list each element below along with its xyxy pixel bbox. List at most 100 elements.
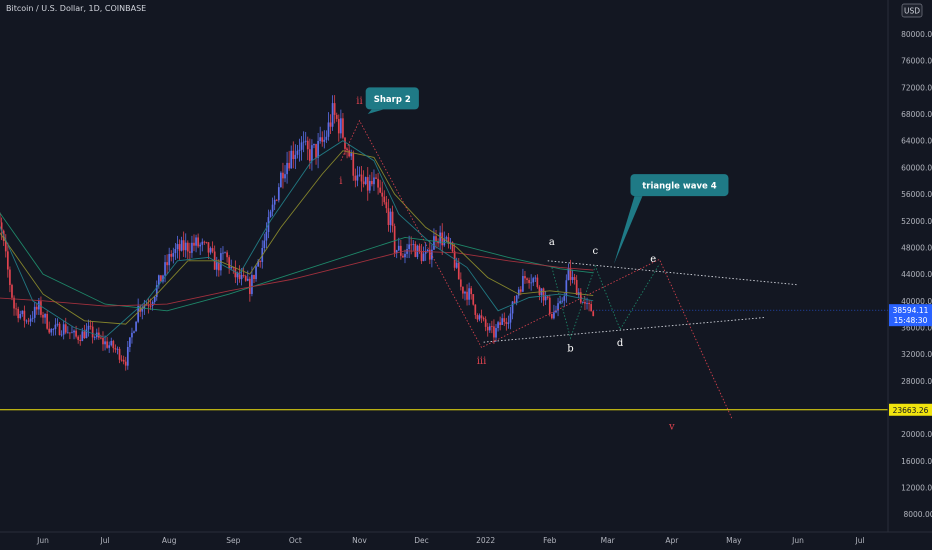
y-tick-label: 68000.00 bbox=[901, 110, 932, 119]
support-price-value: 23663.26 bbox=[893, 406, 929, 415]
candle-body bbox=[422, 253, 425, 262]
candle-body bbox=[590, 304, 593, 312]
candle-body bbox=[459, 279, 462, 287]
candle-body bbox=[282, 172, 284, 179]
candle-body bbox=[124, 361, 127, 366]
candle-body bbox=[476, 314, 479, 320]
candle-body bbox=[517, 289, 520, 296]
candle-body bbox=[410, 244, 413, 246]
candle-body bbox=[319, 137, 322, 142]
candle-body bbox=[296, 150, 299, 155]
candle-body bbox=[509, 313, 512, 323]
candle-body bbox=[317, 141, 319, 158]
candle-body bbox=[344, 137, 346, 149]
candle-body bbox=[6, 251, 9, 270]
candle-body bbox=[246, 278, 249, 281]
candle-body bbox=[511, 301, 514, 314]
candle-body bbox=[151, 301, 154, 306]
candle-body bbox=[433, 236, 435, 250]
y-tick-label: 80000.00 bbox=[901, 30, 932, 39]
y-tick-label: 72000.00 bbox=[901, 83, 932, 92]
candle-body bbox=[110, 340, 113, 346]
candle-body bbox=[431, 249, 433, 260]
candle-body bbox=[21, 310, 24, 315]
candle-body bbox=[4, 240, 7, 252]
x-tick-label: Nov bbox=[352, 536, 367, 545]
candle-body bbox=[60, 334, 63, 336]
y-tick-label: 36000.00 bbox=[901, 323, 932, 332]
countdown-timer: 15:48:30 bbox=[894, 316, 928, 325]
candle-body bbox=[143, 305, 146, 309]
candle-body bbox=[182, 240, 185, 251]
candle-body bbox=[147, 304, 150, 306]
candle-body bbox=[180, 240, 183, 251]
candle-body bbox=[331, 103, 334, 127]
candle-body bbox=[526, 278, 528, 281]
candle-body bbox=[48, 328, 51, 333]
candle-body bbox=[499, 322, 501, 325]
x-tick-label: Feb bbox=[543, 536, 557, 545]
candle-body bbox=[482, 317, 485, 320]
candle-body bbox=[91, 326, 94, 338]
candle-body bbox=[294, 154, 297, 160]
candle-body bbox=[122, 359, 125, 362]
candle-body bbox=[329, 122, 332, 127]
candle-body bbox=[406, 249, 408, 254]
candle-body bbox=[515, 295, 518, 303]
candle-body bbox=[579, 292, 582, 303]
candle-body bbox=[137, 305, 140, 322]
candle-body bbox=[133, 331, 135, 333]
candle-body bbox=[557, 303, 559, 311]
candle-body bbox=[104, 341, 106, 345]
y-tick-label: 12000.00 bbox=[901, 484, 932, 493]
candle-body bbox=[364, 177, 367, 185]
x-tick-label: Aug bbox=[162, 536, 177, 545]
candle-body bbox=[174, 249, 177, 254]
candle-body bbox=[493, 326, 495, 338]
moving-average-line bbox=[0, 250, 594, 307]
candle-body bbox=[327, 122, 330, 137]
candle-body bbox=[168, 254, 171, 266]
y-tick-label: 44000.00 bbox=[901, 270, 932, 279]
wave-label: i bbox=[339, 176, 342, 187]
candle-body bbox=[56, 323, 59, 325]
candle-body bbox=[354, 175, 357, 181]
x-tick-label: Jul bbox=[855, 536, 865, 545]
candle-body bbox=[199, 244, 202, 247]
candle-body bbox=[79, 339, 82, 341]
candle-body bbox=[251, 274, 253, 294]
current-price-value: 38594.11 bbox=[893, 306, 929, 315]
candle-body bbox=[11, 285, 13, 298]
candle-body bbox=[23, 310, 26, 321]
candle-body bbox=[15, 308, 17, 310]
candle-body bbox=[0, 222, 3, 231]
candle-body bbox=[230, 266, 233, 269]
candle-body bbox=[184, 242, 187, 251]
candle-body bbox=[536, 277, 539, 288]
candle-body bbox=[513, 301, 516, 303]
wave-label: e bbox=[650, 254, 656, 265]
candle-body bbox=[348, 150, 350, 157]
candle-body bbox=[538, 287, 541, 296]
candle-body bbox=[313, 144, 315, 146]
candle-body bbox=[298, 149, 301, 151]
candle-body bbox=[474, 304, 477, 315]
candle-body bbox=[368, 181, 371, 191]
candle-body bbox=[249, 278, 251, 294]
candle-body bbox=[559, 301, 561, 304]
candle-body bbox=[269, 211, 272, 218]
y-tick-label: 16000.00 bbox=[901, 457, 932, 466]
candle-body bbox=[286, 162, 288, 175]
candle-body bbox=[371, 181, 373, 185]
candle-body bbox=[240, 275, 243, 280]
candle-body bbox=[472, 294, 475, 305]
candle-body bbox=[555, 310, 557, 313]
x-tick-label: Oct bbox=[289, 536, 302, 545]
currency-label: USD bbox=[904, 7, 920, 16]
candle-body bbox=[553, 312, 555, 319]
candle-body bbox=[207, 242, 210, 253]
candle-body bbox=[428, 249, 431, 260]
candle-body bbox=[71, 332, 73, 334]
